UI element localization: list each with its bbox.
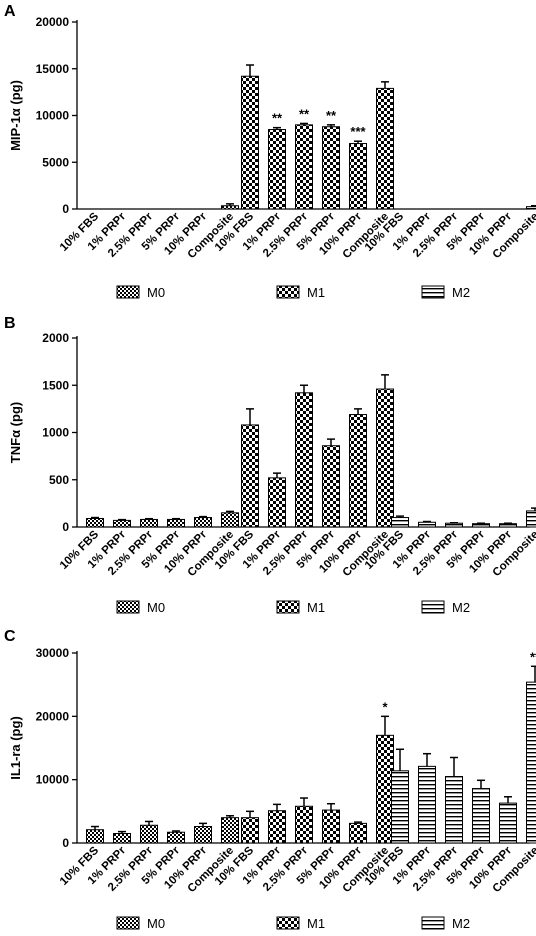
bar xyxy=(167,831,185,844)
bar xyxy=(295,805,313,844)
legend-swatch xyxy=(276,916,300,930)
y-tick-label: 5000 xyxy=(42,155,69,169)
bar xyxy=(221,205,239,210)
bar xyxy=(221,817,239,844)
legend-label: M1 xyxy=(307,600,325,615)
legend-swatch xyxy=(116,285,140,299)
bar xyxy=(349,143,367,210)
significance-label: *** xyxy=(350,124,366,139)
y-tick-label: 0 xyxy=(62,520,69,534)
significance-label: ** xyxy=(530,649,536,664)
bar xyxy=(376,87,394,210)
bar xyxy=(418,765,436,844)
bar xyxy=(322,126,340,210)
y-tick-label: 2000 xyxy=(42,331,69,345)
bar xyxy=(391,517,409,528)
bar xyxy=(526,510,536,528)
bar xyxy=(140,518,158,528)
legend-label: M1 xyxy=(307,285,325,300)
significance-label: ** xyxy=(272,111,283,126)
bar xyxy=(418,521,436,528)
bar xyxy=(268,477,286,528)
y-tick-label: 20000 xyxy=(36,709,70,723)
y-axis-label: IL1-ra (pg) xyxy=(8,716,23,780)
significance-label: * xyxy=(382,699,388,714)
bar xyxy=(268,129,286,210)
y-tick-label: 1000 xyxy=(42,426,69,440)
bar xyxy=(472,523,490,528)
bar xyxy=(322,809,340,844)
bar xyxy=(268,810,286,844)
legend-swatch xyxy=(421,916,445,930)
legend-label: M0 xyxy=(147,916,165,931)
panel-letter: A xyxy=(4,3,16,20)
legend-swatch xyxy=(421,600,445,614)
bar xyxy=(376,734,394,844)
bar xyxy=(194,517,212,528)
bar xyxy=(194,826,212,844)
legend-swatch xyxy=(421,285,445,299)
y-tick-label: 10000 xyxy=(36,109,70,123)
legend-label: M0 xyxy=(147,600,165,615)
legend-label: M1 xyxy=(307,916,325,931)
significance-label: ** xyxy=(299,106,310,121)
bar xyxy=(167,518,185,528)
legend-label: M2 xyxy=(452,285,470,300)
legend-swatch xyxy=(276,285,300,299)
bar xyxy=(349,822,367,844)
bar xyxy=(241,817,259,844)
bar xyxy=(349,414,367,528)
bar xyxy=(113,833,131,844)
bar xyxy=(86,517,104,528)
bar xyxy=(526,681,536,844)
bar xyxy=(391,770,409,844)
y-axis-label: TNFα (pg) xyxy=(8,402,23,463)
bar xyxy=(86,829,104,844)
bar xyxy=(499,802,517,844)
y-tick-label: 0 xyxy=(62,836,69,850)
legend-swatch xyxy=(116,600,140,614)
bar xyxy=(376,388,394,528)
y-axis-label: MIP-1α (pg) xyxy=(8,80,23,151)
y-tick-label: 1500 xyxy=(42,378,69,392)
bar xyxy=(241,424,259,528)
panel-letter: C xyxy=(4,628,16,645)
y-tick-label: 10000 xyxy=(36,773,70,787)
bar xyxy=(499,523,517,528)
bar xyxy=(295,124,313,210)
bar xyxy=(113,519,131,528)
significance-label: ** xyxy=(326,108,337,123)
bar xyxy=(295,392,313,528)
y-tick-label: 15000 xyxy=(36,62,70,76)
panel-letter: B xyxy=(4,315,16,332)
y-tick-label: 30000 xyxy=(36,646,70,660)
y-tick-label: 20000 xyxy=(36,15,70,29)
bar xyxy=(140,824,158,844)
bar xyxy=(445,522,463,528)
bar xyxy=(241,75,259,210)
bar xyxy=(221,512,239,528)
bar xyxy=(526,206,536,210)
legend-swatch xyxy=(116,916,140,930)
legend-label: M2 xyxy=(452,916,470,931)
bar xyxy=(322,445,340,528)
legend-label: M2 xyxy=(452,600,470,615)
bar xyxy=(472,788,490,844)
legend-label: M0 xyxy=(147,285,165,300)
y-tick-label: 500 xyxy=(49,473,69,487)
legend-swatch xyxy=(276,600,300,614)
y-tick-label: 0 xyxy=(62,202,69,216)
bar xyxy=(445,776,463,844)
